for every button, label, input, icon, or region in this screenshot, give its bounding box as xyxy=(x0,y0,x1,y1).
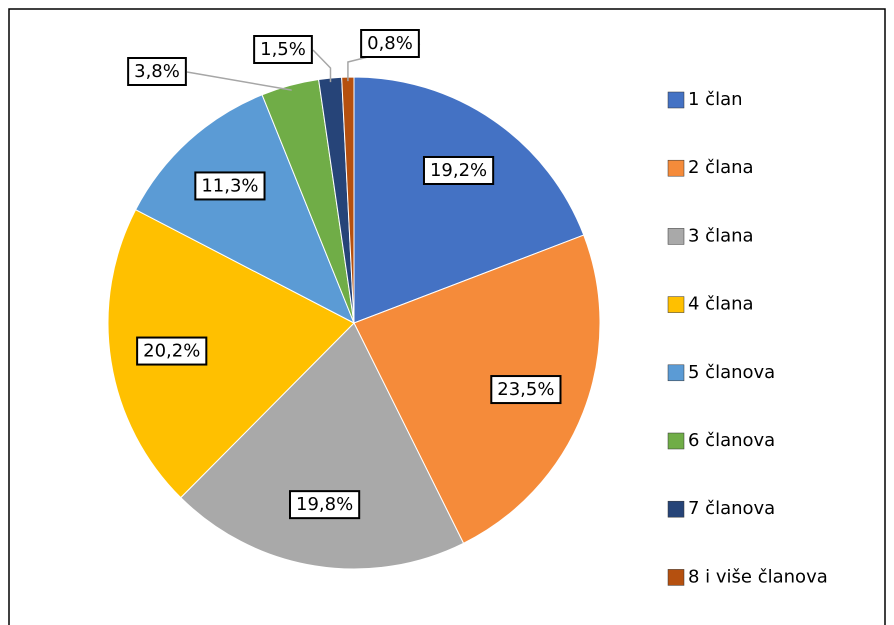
legend-label: 2 člana xyxy=(688,157,754,178)
legend-swatch xyxy=(667,364,685,382)
legend-label: 3 člana xyxy=(688,225,754,246)
data-label: 19,8% xyxy=(296,494,353,515)
data-label-box xyxy=(422,155,495,185)
pie-slice xyxy=(107,209,355,499)
leader-line xyxy=(312,49,332,83)
legend-label: 5 članova xyxy=(688,362,775,383)
pie-slice xyxy=(353,234,601,544)
legend-label: 7 članova xyxy=(688,498,775,519)
legend-label: 6 članova xyxy=(688,430,775,451)
data-label-box xyxy=(289,490,361,520)
data-label: 19,2% xyxy=(430,160,487,181)
data-label-box xyxy=(136,336,208,366)
legend-label: 4 člana xyxy=(688,294,754,315)
pie-slice xyxy=(353,76,585,324)
data-label: 23,5% xyxy=(497,379,554,400)
data-label-box xyxy=(360,29,420,58)
data-label: 11,3% xyxy=(201,175,258,196)
data-label-box xyxy=(127,57,187,86)
legend-label: 8 i više članova xyxy=(688,566,828,587)
legend-swatch xyxy=(667,159,685,177)
legend-swatch xyxy=(667,91,685,109)
legend-swatch xyxy=(667,228,685,245)
data-label-box xyxy=(490,375,562,405)
legend-swatch xyxy=(667,432,685,450)
data-label: 0,8% xyxy=(367,33,413,54)
data-label: 3,8% xyxy=(134,61,180,82)
leader-line xyxy=(186,71,292,91)
pie-slice xyxy=(134,94,355,325)
data-label: 1,5% xyxy=(260,39,306,60)
legend-label: 1 član xyxy=(688,89,743,110)
data-label-box xyxy=(253,35,313,64)
legend-swatch xyxy=(667,569,685,586)
legend-swatch xyxy=(667,500,685,518)
legend-swatch xyxy=(667,296,685,313)
data-label-box xyxy=(194,171,266,201)
pie-slice xyxy=(180,322,465,570)
data-label: 20,2% xyxy=(143,341,200,362)
